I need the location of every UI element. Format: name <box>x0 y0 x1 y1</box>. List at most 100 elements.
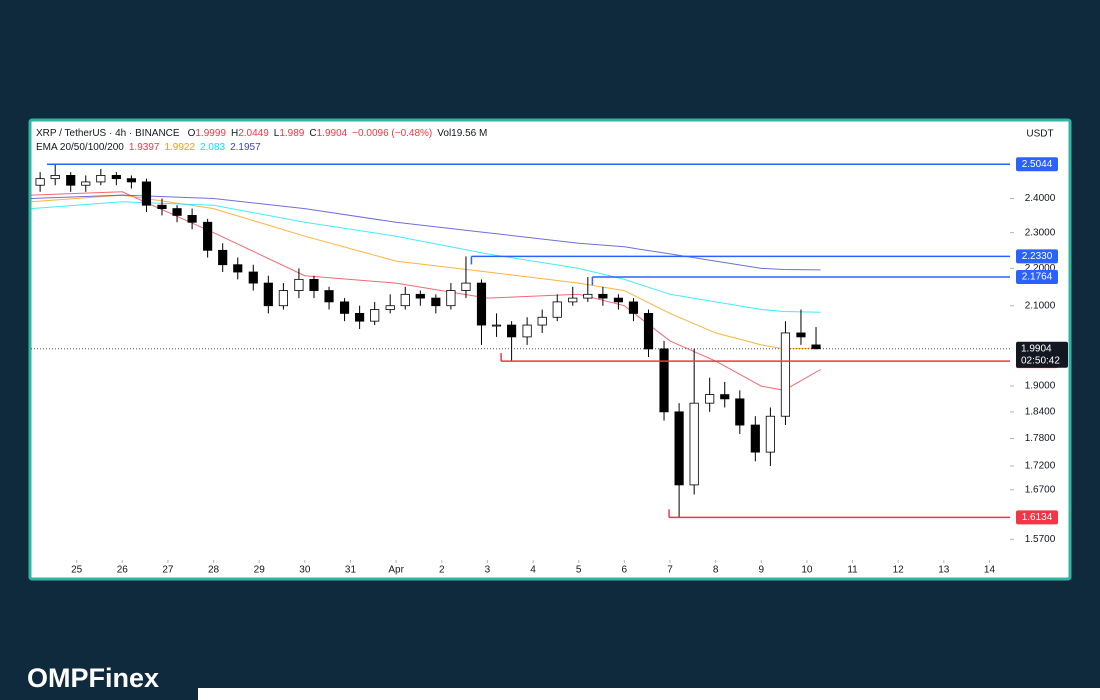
candle-body <box>218 249 228 266</box>
candle-body <box>431 297 441 307</box>
ema-value: 2.083 <box>200 142 225 153</box>
ohlc-value: 1.989 <box>279 128 304 139</box>
x-tick-label: 14 <box>984 565 996 576</box>
x-tick-label: 27 <box>162 565 174 576</box>
candle-body <box>370 309 380 322</box>
candle-body <box>780 332 791 417</box>
header-line: XRP / TetherUS · 4h · BINANCE O1.9999 H2.0… <box>36 128 487 139</box>
candle-body <box>157 204 167 209</box>
y-tick-label: 2.4000 <box>1025 193 1056 204</box>
level-tag <box>1016 270 1058 285</box>
candle-body <box>552 301 562 318</box>
candle-body <box>415 293 425 299</box>
candle-body <box>339 301 350 314</box>
level-label: 2.5044 <box>1022 159 1053 170</box>
candle-body <box>141 181 152 206</box>
candle-body <box>643 312 654 350</box>
y-tick-label: 1.7200 <box>1025 461 1056 472</box>
candle-body <box>248 271 258 284</box>
ohlc-label: H <box>231 128 238 139</box>
candle-body <box>294 278 304 291</box>
candle-body <box>568 297 578 303</box>
ohlc-label: C <box>309 128 316 139</box>
x-tick-label: 2 <box>439 565 445 576</box>
level-tag <box>1016 510 1058 525</box>
candle-body <box>81 181 91 186</box>
candle-body <box>187 214 197 223</box>
candle-body <box>111 175 121 180</box>
candle-body <box>628 301 639 314</box>
ema-line <box>30 191 821 391</box>
price-tag-value: 1.9904 <box>1021 343 1052 354</box>
candle-body <box>750 424 760 453</box>
candle-body <box>583 293 593 299</box>
ema-line <box>30 201 821 313</box>
x-tick-label: 25 <box>71 565 83 576</box>
ohlc-label: L <box>274 128 280 139</box>
x-tick-label: 8 <box>713 565 719 576</box>
candle-body <box>126 178 136 183</box>
level-label: 1.6134 <box>1022 512 1053 523</box>
x-tick-label: 13 <box>938 565 950 576</box>
brand-logo: OMPFinex <box>27 663 159 693</box>
candle-body <box>811 344 821 350</box>
level-tag <box>1016 157 1058 172</box>
candle-body <box>735 398 745 426</box>
candle-body <box>659 348 669 413</box>
candle-body <box>172 208 182 216</box>
candle-body <box>385 305 395 310</box>
candle-body <box>324 290 334 303</box>
y-tick-label: 1.8400 <box>1025 406 1056 417</box>
ohlc-label: O <box>188 128 196 139</box>
candle-body <box>705 394 715 404</box>
candle-body <box>400 293 410 307</box>
price-tag <box>1016 341 1068 368</box>
countdown: 02:50:42 <box>1021 355 1060 366</box>
y-tick-label: 1.6700 <box>1025 484 1056 495</box>
bottom-bar <box>198 688 1100 700</box>
candle-body <box>689 402 699 486</box>
candle-body <box>720 394 730 400</box>
candle-body <box>233 264 243 273</box>
candle-body <box>278 290 288 307</box>
x-tick-label: 3 <box>485 565 491 576</box>
ema-title: EMA 20/50/100/200 <box>36 142 124 153</box>
candle-body <box>66 175 76 186</box>
ema-line <box>30 194 821 350</box>
symbol: XRP / TetherUS · 4h · BINANCE <box>36 128 180 139</box>
x-tick-label: 11 <box>847 565 858 576</box>
candle-body <box>522 324 532 338</box>
x-tick-label: 28 <box>208 565 220 576</box>
candle-body <box>507 324 517 338</box>
x-tick-label: Apr <box>388 565 404 576</box>
y-tick-label: 2.3000 <box>1025 227 1056 238</box>
candle-body <box>598 293 608 299</box>
y-tick-label: 1.9000 <box>1025 381 1056 392</box>
ema-value: 1.9397 <box>129 142 160 153</box>
x-tick-label: 26 <box>117 565 129 576</box>
x-tick-label: 29 <box>254 565 266 576</box>
x-tick-label: 31 <box>345 565 357 576</box>
x-tick-label: 30 <box>299 565 311 576</box>
candle-body <box>674 411 684 486</box>
ema-value: 2.1957 <box>230 142 261 153</box>
y-tick-label: 2.2000 <box>1025 263 1056 274</box>
y-tick-label: 1.5700 <box>1025 534 1056 545</box>
x-tick-label: 9 <box>758 565 764 576</box>
ohlc-value: 1.9999 <box>195 128 226 139</box>
candle-body <box>355 312 365 322</box>
level-label: 2.1764 <box>1022 272 1053 283</box>
candle-body <box>96 175 106 183</box>
x-tick-label: 4 <box>530 565 536 576</box>
currency: USDT <box>1026 129 1053 140</box>
candle-body <box>491 324 502 327</box>
y-tick-label: 2.1000 <box>1025 300 1056 311</box>
candle-body <box>446 290 456 307</box>
ohlc-value: 2.0449 <box>238 128 269 139</box>
x-tick-label: 5 <box>576 565 582 576</box>
candle-body <box>796 332 806 338</box>
candle-body <box>309 278 319 291</box>
level-tag <box>1016 249 1058 264</box>
